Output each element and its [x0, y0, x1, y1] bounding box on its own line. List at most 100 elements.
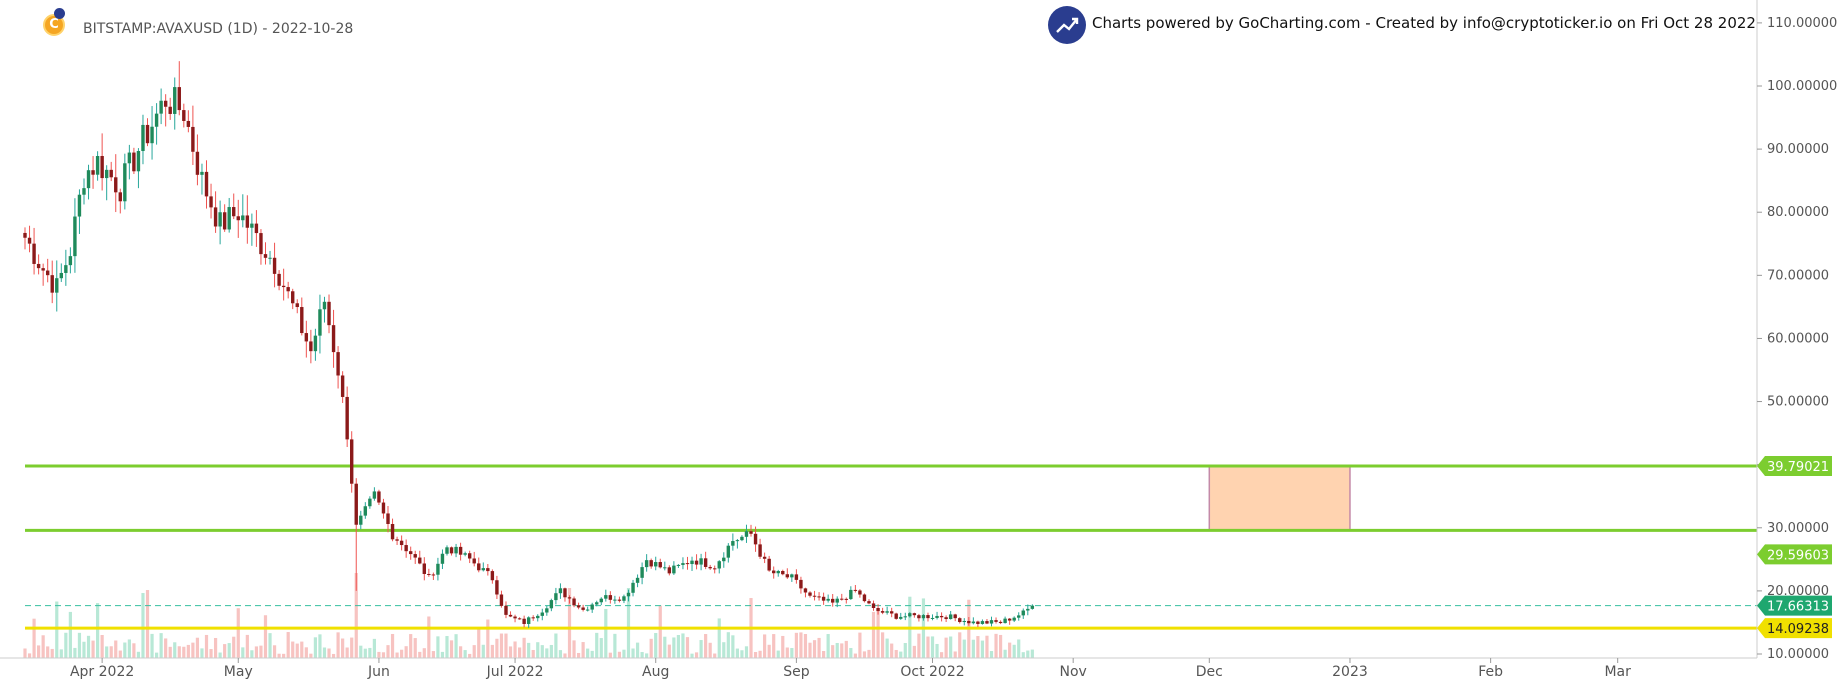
volume-bar — [1030, 649, 1034, 658]
candle-body — [463, 553, 467, 555]
volume-bar — [540, 645, 544, 658]
volume-bar — [663, 636, 667, 658]
candle-body — [649, 560, 653, 567]
volume-bar — [218, 652, 222, 658]
candle-body — [327, 301, 331, 326]
volume-bar — [522, 637, 526, 658]
candle-body — [595, 602, 599, 605]
candle-body — [713, 568, 717, 570]
price-tag-39-bg — [1757, 455, 1832, 476]
candle-body — [372, 491, 377, 499]
volume-bar — [372, 638, 376, 658]
volume-bar — [177, 646, 181, 658]
volume-bar — [37, 645, 41, 658]
candle-body — [844, 598, 848, 600]
volume-bar — [558, 650, 563, 658]
volume-bar — [880, 632, 885, 658]
volume-bar — [658, 605, 662, 658]
candle-body — [976, 621, 980, 624]
candle-body — [722, 557, 726, 562]
volume-bar — [704, 634, 708, 658]
candle-body — [889, 611, 894, 614]
volume-bar — [50, 648, 54, 658]
volume-bar — [613, 633, 617, 658]
volume-bar — [186, 644, 190, 658]
candle-body — [939, 615, 944, 618]
volume-bar — [935, 643, 939, 658]
candle-body — [313, 335, 318, 352]
candle-body — [776, 571, 780, 574]
x-tick-label: Oct 2022 — [900, 664, 964, 680]
candle-body — [259, 233, 263, 255]
candle-body — [159, 100, 163, 114]
candle-body — [286, 287, 290, 292]
volume-bar — [567, 588, 572, 658]
candle-body — [368, 498, 372, 507]
volume-bar — [291, 641, 295, 658]
volume-bar — [731, 635, 735, 658]
volume-bar — [835, 642, 839, 658]
volume-bar — [685, 637, 690, 658]
candle-body — [123, 163, 127, 202]
volume-bar — [141, 593, 145, 658]
volume-bar — [282, 653, 286, 658]
price-tag-39-label: 39.79021 — [1767, 460, 1829, 475]
volume-bar — [259, 645, 263, 658]
candle-body — [590, 604, 594, 610]
candle-body — [853, 589, 858, 591]
volume-bar — [763, 634, 767, 658]
candle-body — [1030, 605, 1035, 609]
volume-bar — [894, 649, 898, 658]
volume-bar — [363, 648, 367, 658]
volume-bar — [127, 639, 131, 658]
candle-body — [132, 152, 136, 172]
candle-body — [558, 588, 563, 594]
candle-body — [885, 611, 889, 613]
volume-bar — [41, 635, 45, 658]
candle-body — [690, 560, 694, 565]
volume-bar — [953, 651, 957, 658]
volume-bar — [912, 645, 916, 658]
candle-body — [608, 595, 613, 600]
volume-bar — [195, 637, 200, 658]
volume-bar — [545, 648, 549, 658]
volume-bar — [949, 636, 953, 658]
candle-body — [68, 256, 73, 266]
candle-body — [794, 574, 799, 580]
candle-body — [858, 590, 862, 595]
x-tick-label: Feb — [1478, 664, 1503, 680]
volume-bar — [1008, 642, 1012, 658]
candle-body — [73, 216, 77, 257]
volume-bar — [381, 652, 386, 658]
candle-body — [486, 568, 490, 572]
candle-body — [644, 560, 649, 568]
volume-bar — [971, 639, 975, 658]
volume-bar — [1017, 639, 1021, 658]
candle-body — [345, 396, 349, 440]
price-tag-39: 39.79021 — [1757, 455, 1832, 476]
candle-body — [871, 603, 876, 609]
x-tick-label: Jun — [367, 664, 390, 680]
candle-body — [300, 307, 304, 334]
volume-bar — [536, 642, 540, 658]
volume-bar — [604, 608, 608, 658]
candle-body — [118, 192, 122, 202]
volume-bar — [640, 652, 644, 658]
candle-body — [830, 598, 835, 603]
candle-body — [998, 621, 1003, 624]
candle-body — [758, 544, 762, 557]
candle-body — [735, 540, 740, 542]
candle-body — [27, 237, 32, 244]
volume-bar — [145, 590, 150, 658]
volume-bar — [654, 633, 658, 658]
candle-body — [826, 598, 830, 601]
candle-body — [1007, 618, 1012, 621]
volume-bar — [690, 653, 694, 658]
volume-bar — [645, 653, 649, 658]
trend-up-glyph — [1056, 17, 1079, 33]
candle-body — [59, 272, 64, 279]
volume-bar — [504, 633, 508, 658]
y-tick-label: 110.00000 — [1767, 16, 1837, 31]
candle-body — [195, 151, 200, 175]
